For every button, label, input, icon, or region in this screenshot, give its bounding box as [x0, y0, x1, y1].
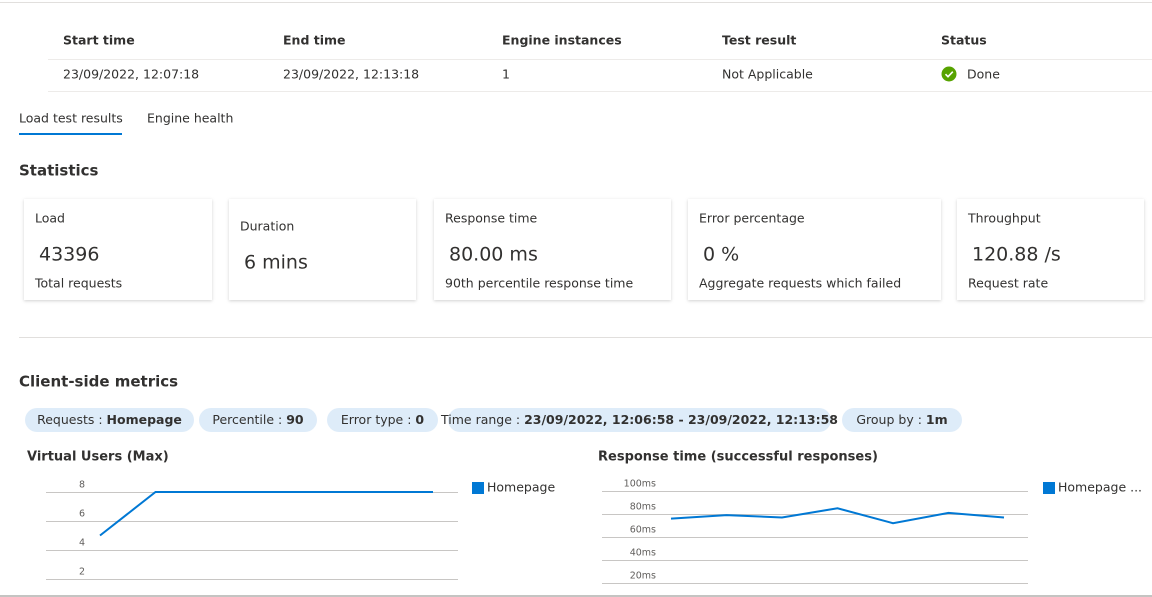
card-title: Duration — [240, 219, 294, 234]
filter-label: Error type : — [341, 412, 416, 427]
check — [944, 71, 954, 78]
filter-pill[interactable] — [448, 408, 831, 432]
y-tick-label: 20ms — [630, 571, 656, 582]
series-line — [670, 507, 1005, 525]
filter-pill[interactable] — [25, 408, 194, 432]
y-tick-label: 80ms — [630, 502, 656, 513]
column-header: End time — [283, 33, 346, 48]
filter-value: Homepage — [107, 412, 182, 427]
y-tick-label: 6 — [79, 509, 85, 520]
legend-label: Homepage ... — [1058, 480, 1142, 495]
filter-text: Group by : 1m — [856, 412, 947, 427]
card-value: 43396 — [39, 244, 99, 266]
column-header: Start time — [63, 33, 135, 48]
filter-text: Requests : Homepage — [37, 412, 182, 427]
filter-pill[interactable] — [842, 408, 962, 432]
card-caption: Request rate — [968, 276, 1048, 291]
filter-text: Percentile : 90 — [212, 412, 304, 427]
card — [688, 199, 941, 300]
y-tick-label: 2 — [79, 567, 85, 578]
y-tick-label: 4 — [79, 538, 85, 549]
y-tick-label: 60ms — [630, 525, 656, 536]
card — [957, 199, 1144, 300]
card-caption: Aggregate requests which failed — [699, 276, 901, 291]
chart-title: Virtual Users (Max) — [27, 450, 169, 465]
tab[interactable]: Load test results — [19, 111, 123, 126]
filter-text: Time range : 23/09/2022, 12:06:58 - 23/0… — [440, 412, 838, 427]
cell: Not Applicable — [722, 67, 813, 82]
column-header: Status — [941, 33, 987, 48]
y-tick-label: 8 — [79, 480, 85, 491]
card-title: Load — [35, 211, 65, 226]
card-value: 80.00 ms — [449, 244, 538, 266]
filter-text: Error type : 0 — [341, 412, 425, 427]
legend-swatch — [1043, 482, 1055, 494]
cell: 1 — [502, 67, 510, 82]
filter-label: Time range : — [440, 412, 524, 427]
cell: Done — [967, 67, 1000, 82]
y-tick-label: 40ms — [630, 548, 656, 559]
column-header: Test result — [722, 33, 796, 48]
card-caption: 90th percentile response time — [445, 276, 633, 291]
card-title: Response time — [445, 211, 538, 226]
cell: 23/09/2022, 12:07:18 — [63, 67, 199, 82]
filter-pill[interactable] — [327, 408, 438, 432]
filter-value: 23/09/2022, 12:06:58 - 23/09/2022, 12:13… — [524, 412, 838, 427]
card-title: Throughput — [967, 211, 1041, 226]
filter-value: 90 — [286, 412, 304, 427]
filter-label: Group by : — [856, 412, 926, 427]
card — [434, 199, 671, 300]
filter-pill[interactable] — [199, 408, 317, 432]
card — [229, 199, 416, 300]
card-value: 0 % — [703, 244, 739, 266]
legend-swatch — [472, 482, 484, 494]
card-caption: Total requests — [34, 276, 122, 291]
section-title: Client-side metrics — [19, 373, 178, 391]
filter-label: Requests : — [37, 412, 106, 427]
filter-value: 0 — [415, 412, 424, 427]
series-line — [99, 491, 433, 537]
filter-value: 1m — [926, 412, 948, 427]
y-tick-label: 100ms — [624, 479, 656, 490]
status-icon — [941, 66, 957, 82]
column-header: Engine instances — [502, 33, 622, 48]
card-title: Error percentage — [699, 211, 805, 226]
tab-underline — [19, 133, 122, 135]
legend-label: Homepage — [487, 480, 555, 495]
card-value: 6 mins — [244, 252, 308, 274]
tab[interactable]: Engine health — [147, 111, 233, 126]
card — [24, 199, 212, 300]
cell: 23/09/2022, 12:13:18 — [283, 67, 419, 82]
section-title: Statistics — [19, 162, 99, 180]
card-value: 120.88 /s — [972, 244, 1061, 266]
chart-title: Response time (successful responses) — [598, 450, 878, 465]
filter-label: Percentile : — [212, 412, 286, 427]
